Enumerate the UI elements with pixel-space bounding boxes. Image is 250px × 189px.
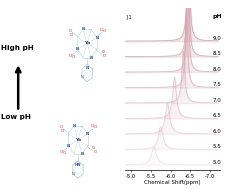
Text: 7.0: 7.0 (213, 98, 222, 103)
Text: N: N (82, 27, 85, 31)
Text: N: N (72, 124, 76, 128)
Text: O: O (102, 29, 106, 33)
Text: 6.5: 6.5 (213, 113, 222, 118)
Text: 9.0: 9.0 (213, 36, 222, 41)
Text: O: O (100, 28, 102, 32)
Text: 5.0: 5.0 (213, 160, 222, 165)
Text: N: N (67, 144, 70, 148)
Text: 7.5: 7.5 (213, 82, 222, 87)
Text: O: O (70, 33, 73, 37)
Text: O: O (62, 151, 66, 155)
Text: N: N (76, 47, 79, 51)
Text: N: N (86, 66, 89, 70)
Text: O: O (93, 125, 96, 129)
Text: ]-1: ]-1 (126, 14, 132, 19)
Text: O: O (101, 50, 104, 54)
Text: O: O (60, 125, 63, 129)
Text: High pH: High pH (1, 45, 34, 51)
Text: O: O (69, 29, 72, 33)
Text: O: O (72, 55, 75, 59)
Text: Yb: Yb (84, 41, 90, 46)
Text: Low pH: Low pH (1, 114, 31, 120)
Text: O: O (60, 150, 63, 154)
Text: 5.5: 5.5 (213, 144, 222, 149)
Text: 8.0: 8.0 (213, 67, 222, 72)
Text: N: N (86, 132, 89, 136)
Text: O: O (69, 54, 72, 58)
Text: N: N (80, 152, 84, 156)
Text: Yb: Yb (75, 138, 81, 142)
Text: N: N (80, 75, 83, 79)
Text: O: O (92, 146, 95, 150)
X-axis label: Chemical Shift(ppm): Chemical Shift(ppm) (144, 180, 201, 185)
Text: O: O (102, 54, 106, 58)
Text: N: N (95, 36, 98, 40)
Text: O: O (93, 150, 96, 154)
Text: O: O (90, 124, 94, 128)
Text: N: N (90, 56, 93, 60)
Text: 8.5: 8.5 (213, 51, 222, 56)
Text: O: O (61, 129, 64, 133)
Text: HN: HN (75, 163, 81, 167)
Text: N: N (71, 172, 74, 176)
Text: pH: pH (213, 14, 222, 19)
Text: 6.0: 6.0 (213, 129, 222, 134)
